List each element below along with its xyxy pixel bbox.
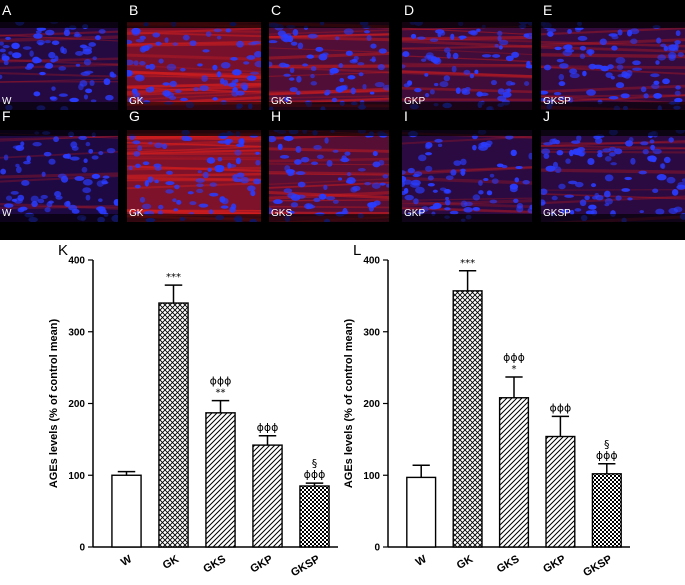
significance-mark: ϕϕϕ	[304, 468, 326, 481]
micrograph-image	[269, 22, 389, 110]
significance-mark: ***	[166, 272, 181, 283]
micrograph-tile-h: GKS	[269, 130, 389, 222]
y-tick-label: 0	[79, 543, 85, 554]
micrograph-tile-d: GKP	[402, 22, 532, 110]
micrograph-group-label: GKSP	[543, 96, 571, 107]
x-tick-label: W	[414, 553, 430, 569]
micrograph-image	[402, 22, 532, 110]
panel-letter: K	[58, 245, 68, 259]
micrograph-tile-f: W	[0, 130, 118, 222]
micrograph-panel-letter: H	[271, 108, 282, 124]
micrograph-tile-c: GKS	[269, 22, 389, 110]
micrograph-group-label: W	[2, 96, 12, 107]
y-axis-label: AGEs levels (% of control mean)	[343, 319, 355, 489]
micrograph-panel-letter: J	[543, 108, 550, 124]
micrograph-tile-g: GK	[127, 130, 261, 222]
x-tick-label: W	[119, 553, 135, 569]
chart-l: L 0 100 200 300 400 AGEs levels (% of control …	[343, 245, 630, 579]
micrograph-group-label: W	[2, 208, 12, 219]
micrograph-panel-letter: F	[2, 108, 11, 124]
y-tick-label: 0	[374, 543, 380, 554]
y-axis-label: AGEs levels (% of control mean)	[48, 319, 60, 489]
bar-w	[111, 474, 142, 548]
bar-gkp	[252, 444, 283, 548]
micrograph-tile-b: GK	[127, 22, 261, 110]
micrograph-tile-i: GKP	[402, 130, 532, 222]
micrograph-tile-j: GKSP	[541, 130, 685, 222]
bar-gks	[498, 397, 530, 548]
micrograph-group-label: GKP	[404, 96, 426, 107]
x-tick-label: GKS	[495, 553, 522, 575]
bar-gksp	[299, 485, 330, 548]
significance-mark: ϕϕϕ	[257, 421, 279, 434]
micrograph-panel-letter: B	[129, 2, 139, 18]
x-tick-label: GK	[455, 553, 475, 572]
micrograph-image	[402, 130, 532, 222]
micrograph-panel-letter: A	[2, 2, 12, 18]
x-tick-label: GKSP	[581, 553, 614, 579]
micrograph-group-label: GKS	[271, 208, 293, 219]
micrograph-tile-e: GKSP	[541, 22, 685, 110]
bar-gksp	[591, 473, 622, 548]
x-tick-label: GKSP	[289, 553, 322, 579]
bar-w	[406, 476, 437, 548]
bar-gk	[452, 290, 483, 548]
significance-mark: ϕϕϕ	[550, 401, 572, 414]
y-tick-label: 300	[68, 327, 85, 338]
micrograph-panel-letter: C	[271, 2, 282, 18]
x-tick-label: GKP	[541, 553, 568, 575]
significance-mark: ϕϕϕ	[596, 449, 618, 462]
significance-mark: §	[604, 438, 610, 451]
micrograph-image	[541, 130, 685, 222]
micrograph-group-label: GKSP	[543, 208, 571, 219]
y-tick-label: 200	[363, 399, 380, 410]
significance-mark: **	[216, 388, 226, 399]
y-tick-label: 400	[68, 256, 85, 267]
significance-mark: *	[512, 364, 517, 375]
x-tick-label: GKS	[201, 553, 228, 575]
micrograph-image	[0, 22, 118, 110]
micrograph-panel-letter: E	[543, 2, 553, 18]
bar-gk	[158, 302, 189, 548]
micrograph-group-label: GK	[129, 208, 144, 219]
panel-letter: L	[353, 245, 361, 259]
chart-k: K 0 100 200 300 400 AGEs levels (% of control …	[48, 245, 338, 579]
bar-gkp	[545, 435, 576, 548]
micrograph-panel-letter: D	[404, 2, 415, 18]
micrograph-image	[127, 22, 261, 110]
micrograph-group-label: GK	[129, 96, 144, 107]
y-tick-label: 100	[363, 471, 380, 482]
significance-mark: ϕϕϕ	[210, 375, 232, 388]
y-tick-label: 100	[68, 471, 85, 482]
micrograph-image	[127, 130, 261, 222]
micrograph-image	[541, 22, 685, 110]
y-tick-label: 400	[363, 256, 380, 267]
micrograph-image	[0, 130, 118, 222]
significance-mark: §	[312, 457, 318, 470]
micrograph-image	[269, 130, 389, 222]
y-tick-label: 300	[363, 327, 380, 338]
x-tick-label: GKP	[248, 553, 275, 575]
y-tick-label: 200	[68, 399, 85, 410]
micrograph-panel-letter: G	[129, 108, 140, 124]
bar-gks	[205, 412, 236, 548]
micrograph-tile-a: W	[0, 22, 118, 110]
significance-mark: ϕϕϕ	[503, 351, 525, 364]
significance-mark: ***	[460, 258, 475, 269]
micrograph-group-label: GKP	[404, 208, 426, 219]
x-tick-label: GK	[161, 553, 181, 572]
micrograph-panel: W A GK B GKS C GKP D GKSP E W F GK G GKS H GKP I GKSP J	[0, 0, 685, 240]
charts-area: K 0 100 200 300 400 AGEs levels (% of control …	[48, 245, 630, 579]
micrograph-group-label: GKS	[271, 96, 293, 107]
micrograph-panel-letter: I	[404, 108, 408, 124]
